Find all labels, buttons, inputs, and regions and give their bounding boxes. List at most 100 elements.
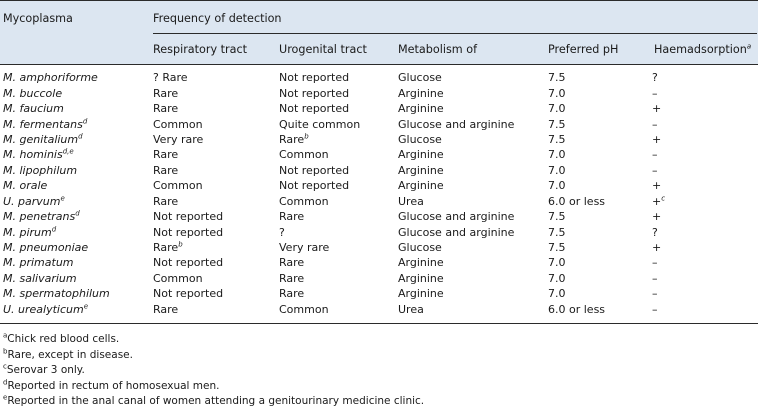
preferred-ph-value: 7.5	[548, 70, 652, 85]
footnote-mark: e	[3, 393, 8, 402]
preferred-ph-value-text: 6.0 or less	[548, 194, 606, 208]
respiratory-tract-value: Not reported	[153, 286, 279, 301]
header-group-rule	[153, 33, 757, 34]
respiratory-tract-value: Very rare	[153, 132, 279, 147]
preferred-ph-value-text: 7.5	[548, 210, 566, 224]
urogenital-tract-value: Rare	[279, 209, 398, 224]
preferred-ph-value: 7.5	[548, 240, 652, 255]
mycoplasma-name-text: M. amphoriforme	[3, 71, 98, 85]
mycoplasma-name-text: M. fermentans	[3, 117, 83, 131]
metabolism-value-text: Urea	[398, 194, 424, 208]
mycoplasma-name-text: M. lipophilum	[3, 163, 78, 177]
haemadsorption-value-text: +	[652, 210, 662, 224]
respiratory-tract-value: Not reported	[153, 224, 279, 239]
haemadsorption-value-text: ?	[652, 71, 658, 85]
mycoplasma-name-text: M. buccole	[3, 86, 63, 100]
table-row: M. faucium Rare Not reported Arginine 7.0 +	[0, 101, 758, 116]
table-row: M. hominisd,e Rare Common Arginine 7.0–	[0, 147, 758, 162]
haemadsorption-value: –	[652, 163, 758, 178]
mycoplasma-name: M. lipophilum	[0, 163, 153, 178]
metabolism-value: Arginine	[398, 85, 548, 100]
preferred-ph-value-text: 7.0	[548, 179, 566, 193]
metabolism-value-text: Glucose	[398, 132, 442, 146]
mycoplasma-name: U. urealyticume	[0, 302, 153, 317]
header-urogenital-tract: Urogenital tract	[279, 43, 367, 56]
footnote-mark: e	[83, 302, 89, 311]
footnote-mark: c	[3, 362, 7, 371]
mycoplasma-name-text: M. spermatophilum	[3, 287, 110, 301]
table-row: M. buccole Rare Not reported Arginine 7.0 –	[0, 85, 758, 100]
mycoplasma-name: M. pneumoniae	[0, 240, 153, 255]
respiratory-tract-value: Not reported	[153, 209, 279, 224]
header-haemadsorption-footnote-mark: a	[746, 42, 752, 51]
respiratory-tract-value: Rare	[153, 101, 279, 116]
metabolism-value-text: Arginine	[398, 148, 444, 162]
haemadsorption-value: –	[652, 147, 758, 162]
urogenital-tract-value-text: Common	[279, 194, 329, 208]
mycoplasma-name-text: M. genitalium	[3, 132, 79, 146]
table-row: U. urealyticume Rare Common Urea 6.0 or less…	[0, 302, 758, 317]
footnote-mark: b	[304, 132, 309, 141]
metabolism-value-text: Arginine	[398, 271, 444, 285]
preferred-ph-value-text: 7.0	[548, 148, 566, 162]
metabolism-value: Urea	[398, 194, 548, 209]
respiratory-tract-value-text: Common	[153, 117, 203, 131]
mycoplasma-name: M. pirumd	[0, 224, 153, 239]
mycoplasma-name-text: M. faucium	[3, 102, 64, 116]
respiratory-tract-value-text: Very rare	[153, 132, 204, 146]
preferred-ph-value-text: 7.5	[548, 71, 566, 85]
table-row: M. amphoriforme ? Rare Not reported Glucose…	[0, 70, 758, 85]
respiratory-tract-value-text: Rare	[153, 86, 179, 100]
footnote-mark: d	[78, 132, 83, 141]
urogenital-tract-value-text: Not reported	[279, 102, 350, 116]
respiratory-tract-value: Rare	[153, 194, 279, 209]
metabolism-value: Urea	[398, 302, 548, 317]
footnote-text: Reported in rectum of homosexual men.	[7, 379, 220, 392]
table-header: Mycoplasma Frequency of detection Respir…	[0, 0, 758, 65]
header-haemadsorption: Haemadsorptiona	[654, 43, 751, 57]
footnote: bRare, except in disease.	[3, 348, 424, 364]
respiratory-tract-value-text: Rare	[153, 302, 179, 316]
urogenital-tract-value: Not reported	[279, 163, 398, 178]
table-row: M. genitaliumd Very rare Rareb Glucose 7.5 +	[0, 132, 758, 147]
urogenital-tract-value-text: Rare	[279, 210, 305, 224]
urogenital-tract-value: Rare	[279, 271, 398, 286]
mycoplasma-name: M. salivarium	[0, 271, 153, 286]
haemadsorption-value-text: +	[652, 102, 662, 116]
respiratory-tract-value-text: Not reported	[153, 256, 224, 270]
metabolism-value: Glucose	[398, 132, 548, 147]
haemadsorption-value-text: –	[652, 302, 658, 316]
footnote-mark: b	[178, 240, 183, 249]
preferred-ph-value: 7.0	[548, 163, 652, 178]
haemadsorption-value: –	[652, 271, 758, 286]
haemadsorption-value: +	[652, 132, 758, 147]
footnote-mark: d	[51, 224, 57, 233]
table-bottom-rule	[0, 323, 758, 324]
preferred-ph-value: 7.0	[548, 178, 652, 193]
haemadsorption-value: +c	[652, 194, 758, 209]
haemadsorption-value-text: –	[652, 271, 658, 285]
metabolism-value: Arginine	[398, 163, 548, 178]
mycoplasma-name: M. buccole	[0, 85, 153, 100]
respiratory-tract-value-text: Common	[153, 179, 203, 193]
metabolism-value-text: Arginine	[398, 179, 444, 193]
mycoplasma-name-text: M. hominis	[3, 148, 63, 162]
urogenital-tract-value-text: Not reported	[279, 86, 350, 100]
metabolism-value-text: Glucose and arginine	[398, 210, 515, 224]
preferred-ph-value-text: 7.5	[548, 132, 566, 146]
metabolism-value: Arginine	[398, 178, 548, 193]
respiratory-tract-value: Not reported	[153, 255, 279, 270]
metabolism-value-text: Glucose	[398, 241, 442, 255]
urogenital-tract-value: Common	[279, 147, 398, 162]
metabolism-value: Glucose and arginine	[398, 224, 548, 239]
table-row: M. pneumoniae Rareb Very rare Glucose 7.5 +	[0, 240, 758, 255]
respiratory-tract-value-text: Not reported	[153, 210, 224, 224]
urogenital-tract-value: Rareb	[279, 132, 398, 147]
footnote: aChick red blood cells.	[3, 332, 424, 348]
mycoplasma-name-text: U. urealyticum	[3, 302, 84, 316]
mycoplasma-name: M. penetransd	[0, 209, 153, 224]
urogenital-tract-value-text: ?	[279, 225, 285, 239]
respiratory-tract-value: Common	[153, 116, 279, 131]
footnote-mark: b	[3, 347, 8, 356]
